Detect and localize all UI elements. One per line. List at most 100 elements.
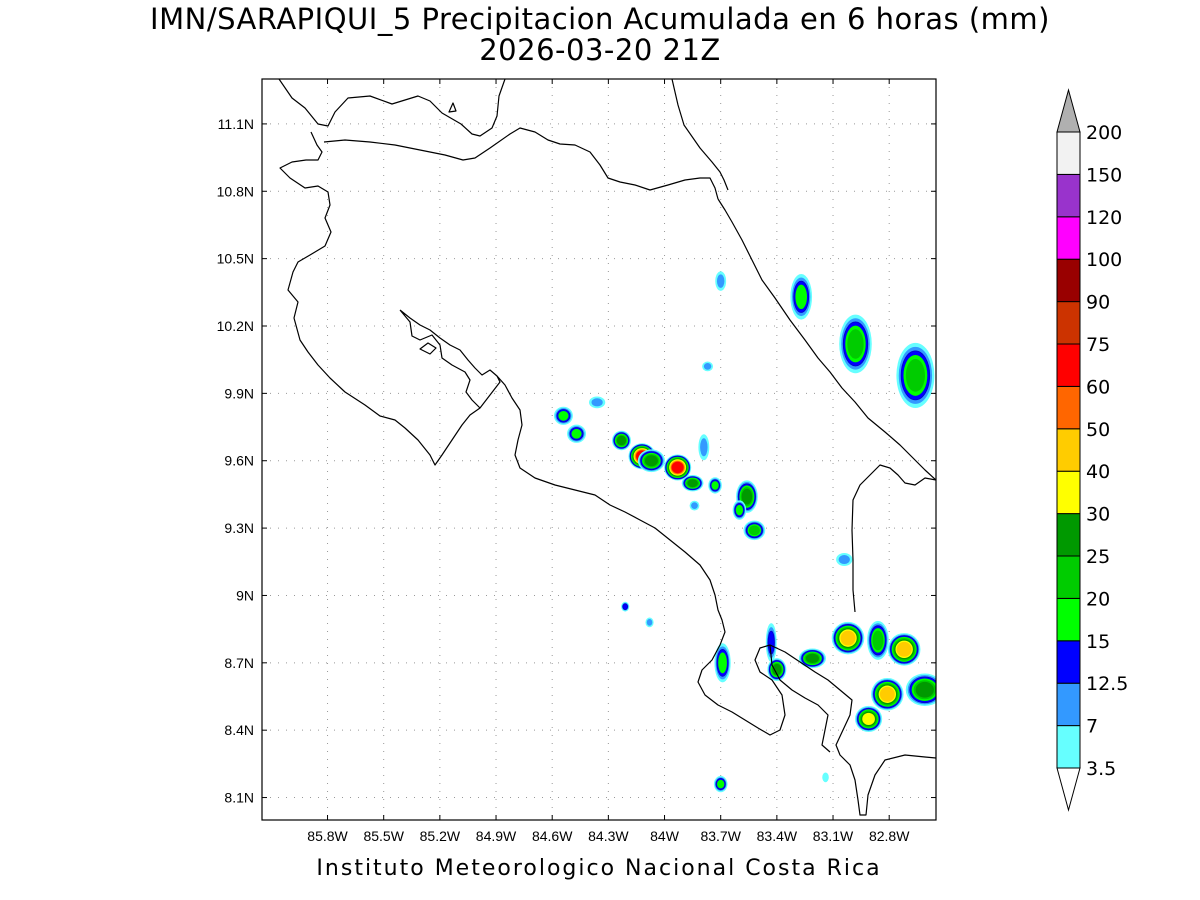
lon-tick-label: 84.6W [532,828,573,844]
precip-contour [879,686,895,702]
precip-contour [691,502,698,510]
precip-contour [905,359,925,392]
title-line-2: 2026-03-20 21Z [479,33,721,67]
precip-cell [798,648,827,669]
precip-cell [702,361,714,372]
precip-cell [743,520,766,541]
colorbar-swatch [1056,428,1081,472]
colorbar-swatch [1056,173,1081,218]
nicaragua-border [323,127,719,200]
plot-frame [261,78,937,821]
precip-cell [855,705,883,732]
lon-tick-label: 85.2W [420,828,461,844]
precip-cell [713,775,728,793]
lat-tick-label: 8.7N [224,655,254,671]
credit-line: Instituto Meteorologico Nacional Costa R… [316,856,882,881]
precip-cell [715,271,727,291]
precip-contour [646,619,653,626]
panama-border [851,464,936,613]
precip-cell [765,623,777,663]
colorbar-swatch [1056,470,1081,515]
precip-contour [687,479,698,488]
colorbar-level-label: 120 [1086,207,1122,229]
lake-island [448,102,457,113]
colorbar-level-label: 40 [1086,461,1110,483]
precip-cell [664,454,692,481]
pacific-coast-guanacaste [279,131,481,466]
precip-contour [671,461,684,474]
colorbar-swatch [1056,258,1081,303]
precip-contour [838,555,850,565]
precip-contour [748,525,760,536]
lon-tick-label: 83.7W [700,828,741,844]
colorbar-swatch [1056,555,1081,599]
colorbar-level-label: 60 [1086,376,1110,398]
caribbean-coast [717,198,936,481]
lon-tick-label: 84.3W [588,828,629,844]
colorbar-swatch [1056,597,1081,642]
lon-tick-label: 82.8W [869,828,910,844]
colorbar-swatch [1056,301,1081,345]
precip-cell [887,633,921,666]
lon-tick-label: 84W [650,828,680,844]
precip-contour [616,435,627,446]
lat-tick-label: 9.9N [224,385,254,401]
lat-tick-label: 10.8N [217,183,254,199]
colorbar-level-label: 30 [1086,504,1110,526]
precip-contour [591,398,603,407]
colorbar-level-label: 100 [1086,249,1122,271]
precip-contour [805,653,819,664]
precip-contour [772,664,782,676]
precip-cell [645,617,654,628]
precip-contour [795,284,808,309]
colorbar-top-arrow [1056,88,1081,133]
central-pacific-coast [496,375,936,816]
chira-island [419,342,437,355]
precip-contour [847,329,864,359]
precip-cell [681,475,704,492]
colorbar-swatch [1056,725,1081,769]
precip-contour [718,652,727,674]
precip-cell [732,500,747,520]
colorbar-swatch [1056,385,1081,430]
precip-contour [644,455,658,467]
lat-tick-label: 11.1N [218,116,254,132]
map-grid [262,79,936,820]
lon-tick-label: 85.8W [307,828,348,844]
colorbar-level-label: 90 [1086,292,1110,314]
precip-contour [622,603,628,610]
precip-contour [717,779,725,789]
colorbar-level-label: 75 [1086,334,1110,356]
colorbar-body: 3.5 7 12.5 15 20 25 30 40 50 60 75 90 100 120 150 200 [1056,88,1128,812]
precip-contour [915,681,934,698]
precip-cell [905,673,936,707]
lat-tick-label: 9.3N [224,520,254,536]
precip-cell [588,396,606,409]
axis-ticks: 85.8W 85.5W 85.2W 84.9W 84.6W 84.3W 84W 83.7W 83… [217,79,936,844]
colorbar-level-label: 150 [1086,164,1122,186]
colorbar-swatch [1056,640,1081,684]
title-line-1: IMN/SARAPIQUI_5 Precipitacion Acumulada … [150,2,1050,36]
lat-tick-label: 8.1N [224,790,254,806]
precip-cell [790,274,813,320]
colorbar-level-label: 200 [1086,122,1122,144]
lat-tick-label: 10.5N [217,251,254,267]
precip-cell [836,553,853,567]
lon-tick-label: 83.4W [757,828,798,844]
precip-cell [708,477,722,494]
gulf-of-nicoya [399,309,501,409]
colorbar-swatch [1056,343,1081,387]
lon-tick-label: 83.1W [813,828,854,844]
colorbar-swatch [1056,513,1081,557]
precip-contour [735,504,744,516]
coastline-borders [278,79,936,816]
colorbar-bottom-arrow [1056,767,1081,812]
precip-contour [716,274,725,288]
golfo-dulce-shore [769,644,831,753]
precip-field [553,271,936,793]
precip-contour [822,772,829,783]
nicaragua-caribbean-coast [671,79,729,191]
precip-cell [689,500,700,511]
nicaragua-lake-shore [278,79,506,137]
colorbar-level-label: 7 [1086,716,1098,738]
